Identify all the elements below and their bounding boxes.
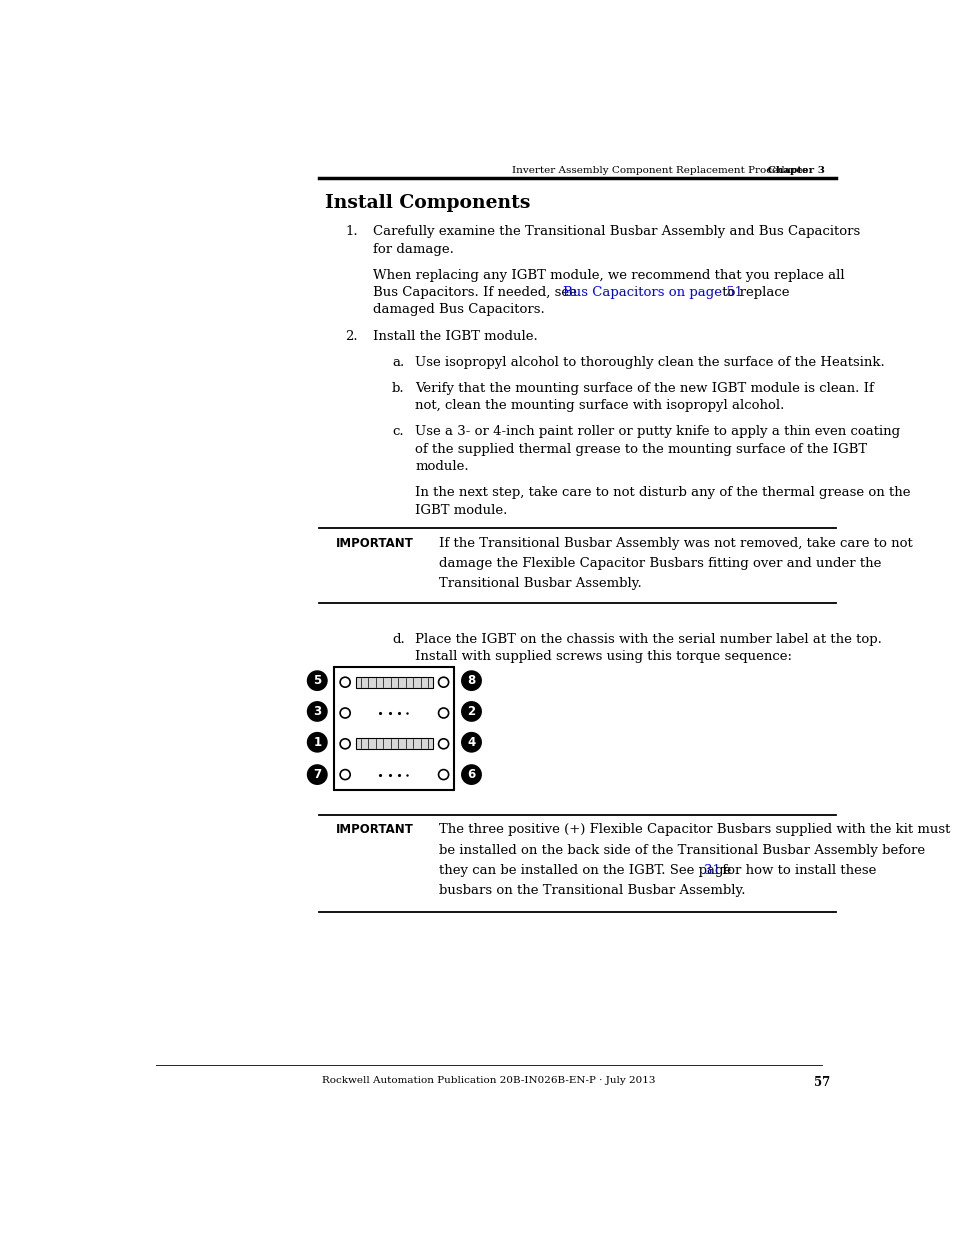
Text: If the Transitional Busbar Assembly was not removed, take care to not: If the Transitional Busbar Assembly was … xyxy=(438,537,911,550)
Text: not, clean the mounting surface with isopropyl alcohol.: not, clean the mounting surface with iso… xyxy=(415,399,784,412)
Text: 1: 1 xyxy=(313,736,321,748)
Circle shape xyxy=(460,701,481,721)
Text: 1.: 1. xyxy=(345,225,357,238)
Text: Rockwell Automation Publication 20B-IN026B-EN-P · July 2013: Rockwell Automation Publication 20B-IN02… xyxy=(322,1076,655,1086)
Text: Install Components: Install Components xyxy=(324,194,530,212)
Circle shape xyxy=(340,677,350,687)
Text: d.: d. xyxy=(392,632,404,646)
Bar xyxy=(355,739,433,750)
Text: IMPORTANT: IMPORTANT xyxy=(335,823,414,836)
Text: 4: 4 xyxy=(467,736,476,748)
Text: b.: b. xyxy=(392,382,404,395)
Text: Install with supplied screws using this torque sequence:: Install with supplied screws using this … xyxy=(415,650,792,663)
Text: a.: a. xyxy=(392,356,404,369)
Circle shape xyxy=(340,769,350,779)
Text: 6: 6 xyxy=(467,768,476,781)
Text: Verify that the mounting surface of the new IGBT module is clean. If: Verify that the mounting surface of the … xyxy=(415,382,873,395)
Text: When replacing any IGBT module, we recommend that you replace all: When replacing any IGBT module, we recom… xyxy=(373,269,844,282)
Text: Chapter 3: Chapter 3 xyxy=(484,165,823,175)
Circle shape xyxy=(460,671,481,692)
Text: to replace: to replace xyxy=(717,287,788,299)
Text: Use isopropyl alcohol to thoroughly clean the surface of the Heatsink.: Use isopropyl alcohol to thoroughly clea… xyxy=(415,356,884,369)
Text: Bus Capacitors. If needed, see: Bus Capacitors. If needed, see xyxy=(373,287,581,299)
Text: 57: 57 xyxy=(814,1076,830,1089)
Text: IMPORTANT: IMPORTANT xyxy=(335,537,414,550)
Circle shape xyxy=(460,732,481,752)
Text: Bus Capacitors on page 51: Bus Capacitors on page 51 xyxy=(562,287,741,299)
Text: Place the IGBT on the chassis with the serial number label at the top.: Place the IGBT on the chassis with the s… xyxy=(415,632,882,646)
Text: busbars on the Transitional Busbar Assembly.: busbars on the Transitional Busbar Assem… xyxy=(438,884,744,898)
Text: 2: 2 xyxy=(467,705,475,718)
Bar xyxy=(355,677,433,688)
Text: be installed on the back side of the Transitional Busbar Assembly before: be installed on the back side of the Tra… xyxy=(438,844,923,857)
Circle shape xyxy=(438,708,448,718)
Bar xyxy=(334,667,454,790)
Text: In the next step, take care to not disturb any of the thermal grease on the: In the next step, take care to not distu… xyxy=(415,487,910,499)
Circle shape xyxy=(307,732,328,752)
Circle shape xyxy=(460,764,481,785)
Text: 8: 8 xyxy=(467,674,476,687)
Text: 31: 31 xyxy=(703,864,720,877)
Circle shape xyxy=(340,708,350,718)
Text: Transitional Busbar Assembly.: Transitional Busbar Assembly. xyxy=(438,578,640,590)
Text: Inverter Assembly Component Replacement Procedures: Inverter Assembly Component Replacement … xyxy=(512,165,823,175)
Text: 7: 7 xyxy=(313,768,321,781)
Circle shape xyxy=(307,701,328,721)
Text: for how to install these: for how to install these xyxy=(717,864,875,877)
Text: they can be installed on the IGBT. See page: they can be installed on the IGBT. See p… xyxy=(438,864,734,877)
Text: c.: c. xyxy=(392,425,403,438)
Text: Use a 3- or 4-inch paint roller or putty knife to apply a thin even coating: Use a 3- or 4-inch paint roller or putty… xyxy=(415,425,900,438)
Text: damage the Flexible Capacitor Busbars fitting over and under the: damage the Flexible Capacitor Busbars fi… xyxy=(438,557,880,571)
Circle shape xyxy=(307,671,328,692)
Circle shape xyxy=(438,677,448,687)
Circle shape xyxy=(307,764,328,785)
Text: Install the IGBT module.: Install the IGBT module. xyxy=(373,330,537,342)
Circle shape xyxy=(438,739,448,748)
Text: The three positive (+) Flexible Capacitor Busbars supplied with the kit must: The three positive (+) Flexible Capacito… xyxy=(438,823,949,836)
Text: module.: module. xyxy=(415,461,469,473)
Text: damaged Bus Capacitors.: damaged Bus Capacitors. xyxy=(373,304,544,316)
Text: 2.: 2. xyxy=(345,330,357,342)
Text: 5: 5 xyxy=(313,674,321,687)
Text: 3: 3 xyxy=(313,705,321,718)
Text: for damage.: for damage. xyxy=(373,242,454,256)
Text: IGBT module.: IGBT module. xyxy=(415,504,507,516)
Text: Carefully examine the Transitional Busbar Assembly and Bus Capacitors: Carefully examine the Transitional Busba… xyxy=(373,225,860,238)
Circle shape xyxy=(340,739,350,748)
Circle shape xyxy=(438,769,448,779)
Text: of the supplied thermal grease to the mounting surface of the IGBT: of the supplied thermal grease to the mo… xyxy=(415,442,866,456)
